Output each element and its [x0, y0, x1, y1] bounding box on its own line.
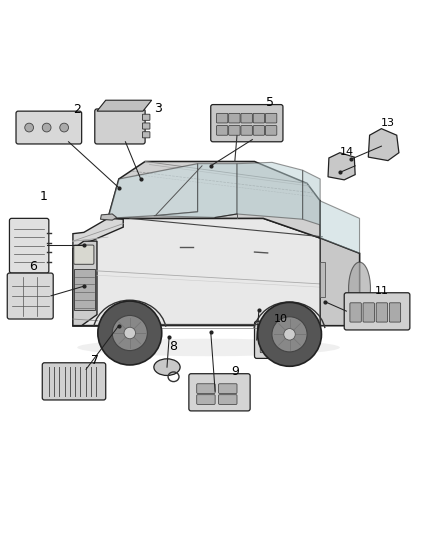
FancyBboxPatch shape — [253, 114, 264, 123]
FancyBboxPatch shape — [260, 343, 277, 353]
Polygon shape — [73, 219, 359, 326]
FancyBboxPatch shape — [196, 384, 215, 393]
Circle shape — [257, 302, 321, 366]
FancyBboxPatch shape — [95, 109, 145, 144]
FancyBboxPatch shape — [253, 126, 264, 135]
Polygon shape — [108, 161, 319, 238]
FancyBboxPatch shape — [210, 104, 283, 142]
Polygon shape — [302, 170, 319, 225]
FancyBboxPatch shape — [218, 384, 237, 393]
Polygon shape — [319, 201, 359, 253]
Polygon shape — [100, 214, 117, 220]
Polygon shape — [73, 219, 123, 249]
FancyBboxPatch shape — [196, 395, 215, 405]
FancyBboxPatch shape — [142, 114, 150, 120]
Circle shape — [124, 327, 135, 339]
Circle shape — [42, 123, 51, 132]
FancyBboxPatch shape — [343, 293, 409, 330]
Circle shape — [112, 316, 147, 351]
FancyBboxPatch shape — [389, 303, 400, 322]
FancyBboxPatch shape — [240, 114, 252, 123]
Text: 14: 14 — [339, 147, 353, 157]
Ellipse shape — [348, 262, 370, 314]
Polygon shape — [237, 163, 302, 219]
FancyBboxPatch shape — [16, 111, 81, 144]
Circle shape — [98, 301, 161, 365]
FancyBboxPatch shape — [281, 332, 297, 342]
FancyBboxPatch shape — [375, 303, 387, 322]
FancyBboxPatch shape — [218, 395, 237, 405]
Text: 2: 2 — [73, 103, 81, 116]
Polygon shape — [73, 241, 97, 326]
Circle shape — [60, 123, 68, 132]
FancyBboxPatch shape — [142, 123, 150, 129]
FancyBboxPatch shape — [265, 126, 276, 135]
FancyBboxPatch shape — [142, 132, 150, 138]
FancyBboxPatch shape — [228, 126, 240, 135]
FancyBboxPatch shape — [7, 273, 53, 319]
FancyBboxPatch shape — [265, 114, 276, 123]
Text: 1: 1 — [39, 190, 47, 203]
Circle shape — [25, 123, 33, 132]
FancyBboxPatch shape — [74, 269, 95, 310]
FancyBboxPatch shape — [319, 262, 325, 297]
FancyBboxPatch shape — [260, 332, 277, 342]
FancyBboxPatch shape — [254, 321, 306, 358]
Text: 10: 10 — [273, 314, 287, 324]
Polygon shape — [327, 153, 354, 180]
Text: 6: 6 — [29, 260, 37, 273]
Text: 8: 8 — [169, 340, 177, 353]
Text: 11: 11 — [374, 286, 388, 296]
FancyBboxPatch shape — [188, 374, 250, 411]
Circle shape — [271, 317, 307, 352]
FancyBboxPatch shape — [228, 114, 240, 123]
FancyBboxPatch shape — [240, 126, 252, 135]
Polygon shape — [367, 128, 398, 160]
FancyBboxPatch shape — [349, 303, 360, 322]
FancyBboxPatch shape — [74, 245, 94, 264]
Polygon shape — [97, 100, 151, 111]
Polygon shape — [153, 164, 237, 217]
Text: 7: 7 — [91, 354, 99, 367]
Ellipse shape — [153, 359, 180, 375]
Polygon shape — [319, 238, 359, 326]
Text: 13: 13 — [380, 118, 394, 128]
Text: 5: 5 — [265, 96, 273, 109]
FancyBboxPatch shape — [216, 114, 227, 123]
Polygon shape — [108, 164, 197, 219]
Text: 9: 9 — [230, 365, 238, 378]
Text: 3: 3 — [154, 102, 162, 116]
FancyBboxPatch shape — [362, 303, 374, 322]
Circle shape — [283, 328, 295, 340]
FancyBboxPatch shape — [42, 363, 106, 400]
FancyBboxPatch shape — [10, 219, 49, 273]
FancyBboxPatch shape — [216, 126, 227, 135]
Ellipse shape — [77, 338, 339, 356]
FancyBboxPatch shape — [281, 343, 297, 353]
